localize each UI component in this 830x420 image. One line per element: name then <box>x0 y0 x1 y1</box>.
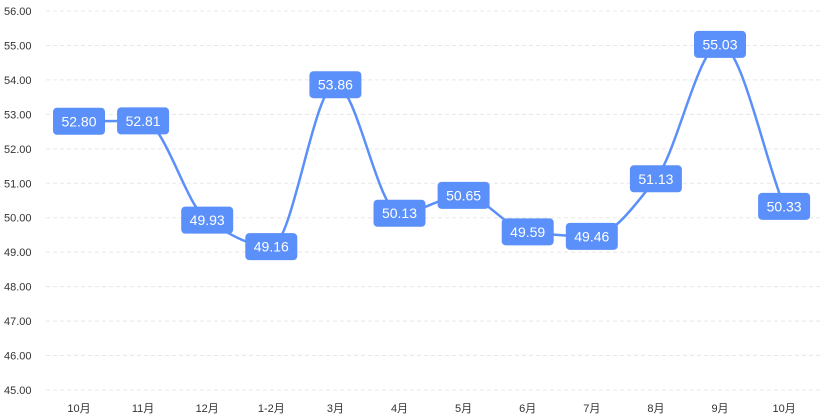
x-tick-label: 6月 <box>519 403 536 415</box>
data-label: 51.13 <box>629 165 682 193</box>
data-label-box <box>694 30 746 58</box>
data-label-box <box>629 165 682 193</box>
data-label-box <box>245 233 298 261</box>
x-tick-label: 12月 <box>196 403 219 415</box>
x-tick-label: 4月 <box>391 403 408 415</box>
y-tick-label: 47.00 <box>4 316 32 328</box>
data-label-box <box>53 107 105 135</box>
data-label: 49.93 <box>181 206 234 234</box>
y-tick-label: 54.00 <box>4 75 32 87</box>
data-label-text: 52.81 <box>126 113 161 129</box>
x-tick-label: 8月 <box>647 403 664 415</box>
data-label-text: 51.13 <box>638 171 673 187</box>
data-label-box <box>309 71 362 99</box>
data-label-box <box>758 192 811 220</box>
x-tick-label: 1-2月 <box>258 403 285 415</box>
data-label: 52.81 <box>117 107 170 135</box>
y-tick-label: 52.00 <box>4 144 32 156</box>
data-label: 55.03 <box>694 30 746 58</box>
x-tick-label: 5月 <box>455 403 472 415</box>
data-label-box <box>117 107 170 135</box>
data-label-text: 53.86 <box>318 77 353 93</box>
y-tick-label: 46.00 <box>4 351 32 363</box>
data-label-text: 49.46 <box>574 228 609 244</box>
y-tick-label: 48.00 <box>4 282 32 294</box>
data-label-box <box>565 222 618 250</box>
data-labels: 52.80 52.81 49.93 49.16 53.86 50.13 50.65 49.59… <box>53 30 811 261</box>
x-axis: 10月 11月 12月 1-2月 3月 4月 5月 6月 7月 8月 9月 10月 <box>67 403 795 415</box>
x-tick-label: 9月 <box>711 403 728 415</box>
data-label-text: 52.80 <box>61 113 96 129</box>
data-label: 49.16 <box>245 233 298 261</box>
data-label-text: 50.13 <box>382 205 417 221</box>
y-tick-label: 53.00 <box>4 109 32 121</box>
x-tick-label: 10月 <box>67 403 90 415</box>
data-label-text: 50.33 <box>767 198 802 214</box>
data-label-text: 49.93 <box>190 212 225 228</box>
y-tick-label: 55.00 <box>4 40 32 52</box>
data-label-text: 49.59 <box>510 224 545 240</box>
data-label: 52.80 <box>53 107 105 135</box>
data-label-text: 55.03 <box>702 36 737 52</box>
data-label-text: 50.65 <box>446 187 481 203</box>
data-label-box <box>181 206 234 234</box>
data-label: 50.65 <box>437 181 490 209</box>
y-tick-label: 45.00 <box>4 385 32 397</box>
x-tick-label: 7月 <box>583 403 600 415</box>
data-label-box <box>373 199 426 227</box>
y-tick-label: 56.00 <box>4 6 32 18</box>
x-tick-label: 3月 <box>327 403 344 415</box>
data-label: 49.59 <box>501 218 554 246</box>
data-label: 53.86 <box>309 71 362 99</box>
x-tick-label: 10月 <box>772 403 795 415</box>
data-label: 50.13 <box>373 199 426 227</box>
y-tick-label: 49.00 <box>4 247 32 259</box>
data-label: 49.46 <box>565 222 618 250</box>
data-label-text: 49.16 <box>254 239 289 255</box>
grid-lines <box>46 10 820 391</box>
data-label: 50.33 <box>758 192 811 220</box>
y-tick-label: 51.00 <box>4 178 32 190</box>
data-label-box <box>437 181 490 209</box>
x-tick-label: 11月 <box>132 403 154 415</box>
data-label-box <box>501 218 554 246</box>
y-tick-label: 50.00 <box>4 213 32 225</box>
y-axis: 45.00 46.00 47.00 48.00 49.00 50.00 51.00 52.00… <box>4 6 32 397</box>
